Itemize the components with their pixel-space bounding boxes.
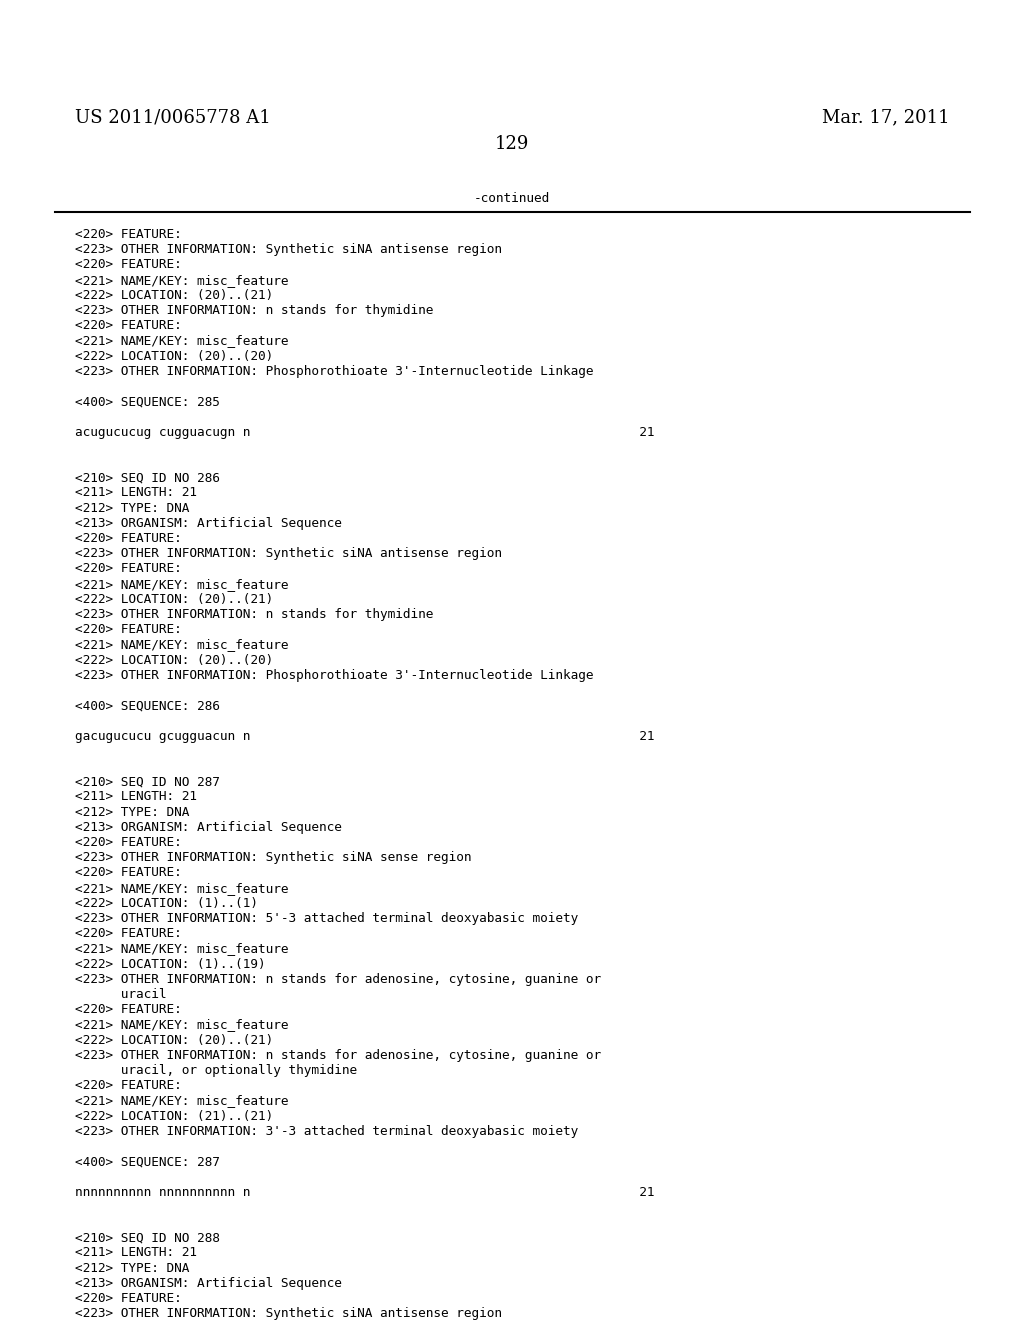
Text: acugucucug cugguacugn n                                                   21: acugucucug cugguacugn n 21 (75, 425, 654, 438)
Text: <222> LOCATION: (20)..(20): <222> LOCATION: (20)..(20) (75, 653, 273, 667)
Text: <222> LOCATION: (1)..(1): <222> LOCATION: (1)..(1) (75, 896, 258, 909)
Text: <223> OTHER INFORMATION: Synthetic siNA antisense region: <223> OTHER INFORMATION: Synthetic siNA … (75, 548, 502, 560)
Text: <223> OTHER INFORMATION: Synthetic siNA antisense region: <223> OTHER INFORMATION: Synthetic siNA … (75, 1307, 502, 1320)
Text: <220> FEATURE:: <220> FEATURE: (75, 1080, 181, 1092)
Text: uracil: uracil (75, 987, 167, 1001)
Text: <400> SEQUENCE: 287: <400> SEQUENCE: 287 (75, 1155, 220, 1168)
Text: <222> LOCATION: (20)..(21): <222> LOCATION: (20)..(21) (75, 1034, 273, 1047)
Text: 129: 129 (495, 135, 529, 153)
Text: <221> NAME/KEY: misc_feature: <221> NAME/KEY: misc_feature (75, 1094, 289, 1107)
Text: uracil, or optionally thymidine: uracil, or optionally thymidine (75, 1064, 357, 1077)
Text: <223> OTHER INFORMATION: Synthetic siNA sense region: <223> OTHER INFORMATION: Synthetic siNA … (75, 851, 471, 865)
Text: <220> FEATURE:: <220> FEATURE: (75, 228, 181, 242)
Text: <211> LENGTH: 21: <211> LENGTH: 21 (75, 1246, 197, 1259)
Text: <221> NAME/KEY: misc_feature: <221> NAME/KEY: misc_feature (75, 942, 289, 956)
Text: nnnnnnnnnn nnnnnnnnnn n                                                   21: nnnnnnnnnn nnnnnnnnnn n 21 (75, 1185, 654, 1199)
Text: <211> LENGTH: 21: <211> LENGTH: 21 (75, 486, 197, 499)
Text: <212> TYPE: DNA: <212> TYPE: DNA (75, 502, 189, 515)
Text: <222> LOCATION: (1)..(19): <222> LOCATION: (1)..(19) (75, 957, 265, 970)
Text: <223> OTHER INFORMATION: n stands for adenosine, cytosine, guanine or: <223> OTHER INFORMATION: n stands for ad… (75, 973, 601, 986)
Text: Mar. 17, 2011: Mar. 17, 2011 (822, 108, 950, 125)
Text: <400> SEQUENCE: 286: <400> SEQUENCE: 286 (75, 700, 220, 713)
Text: <222> LOCATION: (21)..(21): <222> LOCATION: (21)..(21) (75, 1110, 273, 1122)
Text: <210> SEQ ID NO 287: <210> SEQ ID NO 287 (75, 775, 220, 788)
Text: <223> OTHER INFORMATION: n stands for thymidine: <223> OTHER INFORMATION: n stands for th… (75, 609, 433, 620)
Text: <400> SEQUENCE: 285: <400> SEQUENCE: 285 (75, 395, 220, 408)
Text: <220> FEATURE:: <220> FEATURE: (75, 836, 181, 849)
Text: <223> OTHER INFORMATION: 5'-3 attached terminal deoxyabasic moiety: <223> OTHER INFORMATION: 5'-3 attached t… (75, 912, 579, 925)
Text: <221> NAME/KEY: misc_feature: <221> NAME/KEY: misc_feature (75, 639, 289, 651)
Text: <223> OTHER INFORMATION: 3'-3 attached terminal deoxyabasic moiety: <223> OTHER INFORMATION: 3'-3 attached t… (75, 1125, 579, 1138)
Text: <220> FEATURE:: <220> FEATURE: (75, 532, 181, 545)
Text: <211> LENGTH: 21: <211> LENGTH: 21 (75, 791, 197, 804)
Text: <220> FEATURE:: <220> FEATURE: (75, 1292, 181, 1305)
Text: <221> NAME/KEY: misc_feature: <221> NAME/KEY: misc_feature (75, 578, 289, 590)
Text: <220> FEATURE:: <220> FEATURE: (75, 927, 181, 940)
Text: <210> SEQ ID NO 288: <210> SEQ ID NO 288 (75, 1232, 220, 1245)
Text: <220> FEATURE:: <220> FEATURE: (75, 866, 181, 879)
Text: <223> OTHER INFORMATION: n stands for thymidine: <223> OTHER INFORMATION: n stands for th… (75, 304, 433, 317)
Text: <220> FEATURE:: <220> FEATURE: (75, 1003, 181, 1016)
Text: <213> ORGANISM: Artificial Sequence: <213> ORGANISM: Artificial Sequence (75, 517, 342, 529)
Text: <223> OTHER INFORMATION: n stands for adenosine, cytosine, guanine or: <223> OTHER INFORMATION: n stands for ad… (75, 1049, 601, 1061)
Text: <212> TYPE: DNA: <212> TYPE: DNA (75, 805, 189, 818)
Text: <220> FEATURE:: <220> FEATURE: (75, 623, 181, 636)
Text: <221> NAME/KEY: misc_feature: <221> NAME/KEY: misc_feature (75, 273, 289, 286)
Text: <220> FEATURE:: <220> FEATURE: (75, 319, 181, 333)
Text: <221> NAME/KEY: misc_feature: <221> NAME/KEY: misc_feature (75, 1019, 289, 1031)
Text: <212> TYPE: DNA: <212> TYPE: DNA (75, 1262, 189, 1275)
Text: <222> LOCATION: (20)..(20): <222> LOCATION: (20)..(20) (75, 350, 273, 363)
Text: <213> ORGANISM: Artificial Sequence: <213> ORGANISM: Artificial Sequence (75, 821, 342, 834)
Text: gacugucucu gcugguacun n                                                   21: gacugucucu gcugguacun n 21 (75, 730, 654, 743)
Text: -continued: -continued (474, 191, 550, 205)
Text: <213> ORGANISM: Artificial Sequence: <213> ORGANISM: Artificial Sequence (75, 1276, 342, 1290)
Text: <210> SEQ ID NO 286: <210> SEQ ID NO 286 (75, 471, 220, 484)
Text: <222> LOCATION: (20)..(21): <222> LOCATION: (20)..(21) (75, 289, 273, 302)
Text: <221> NAME/KEY: misc_feature: <221> NAME/KEY: misc_feature (75, 882, 289, 895)
Text: <223> OTHER INFORMATION: Phosphorothioate 3'-Internucleotide Linkage: <223> OTHER INFORMATION: Phosphorothioat… (75, 364, 594, 378)
Text: US 2011/0065778 A1: US 2011/0065778 A1 (75, 108, 270, 125)
Text: <221> NAME/KEY: misc_feature: <221> NAME/KEY: misc_feature (75, 334, 289, 347)
Text: <223> OTHER INFORMATION: Synthetic siNA antisense region: <223> OTHER INFORMATION: Synthetic siNA … (75, 243, 502, 256)
Text: <220> FEATURE:: <220> FEATURE: (75, 259, 181, 272)
Text: <220> FEATURE:: <220> FEATURE: (75, 562, 181, 576)
Text: <222> LOCATION: (20)..(21): <222> LOCATION: (20)..(21) (75, 593, 273, 606)
Text: <223> OTHER INFORMATION: Phosphorothioate 3'-Internucleotide Linkage: <223> OTHER INFORMATION: Phosphorothioat… (75, 669, 594, 682)
